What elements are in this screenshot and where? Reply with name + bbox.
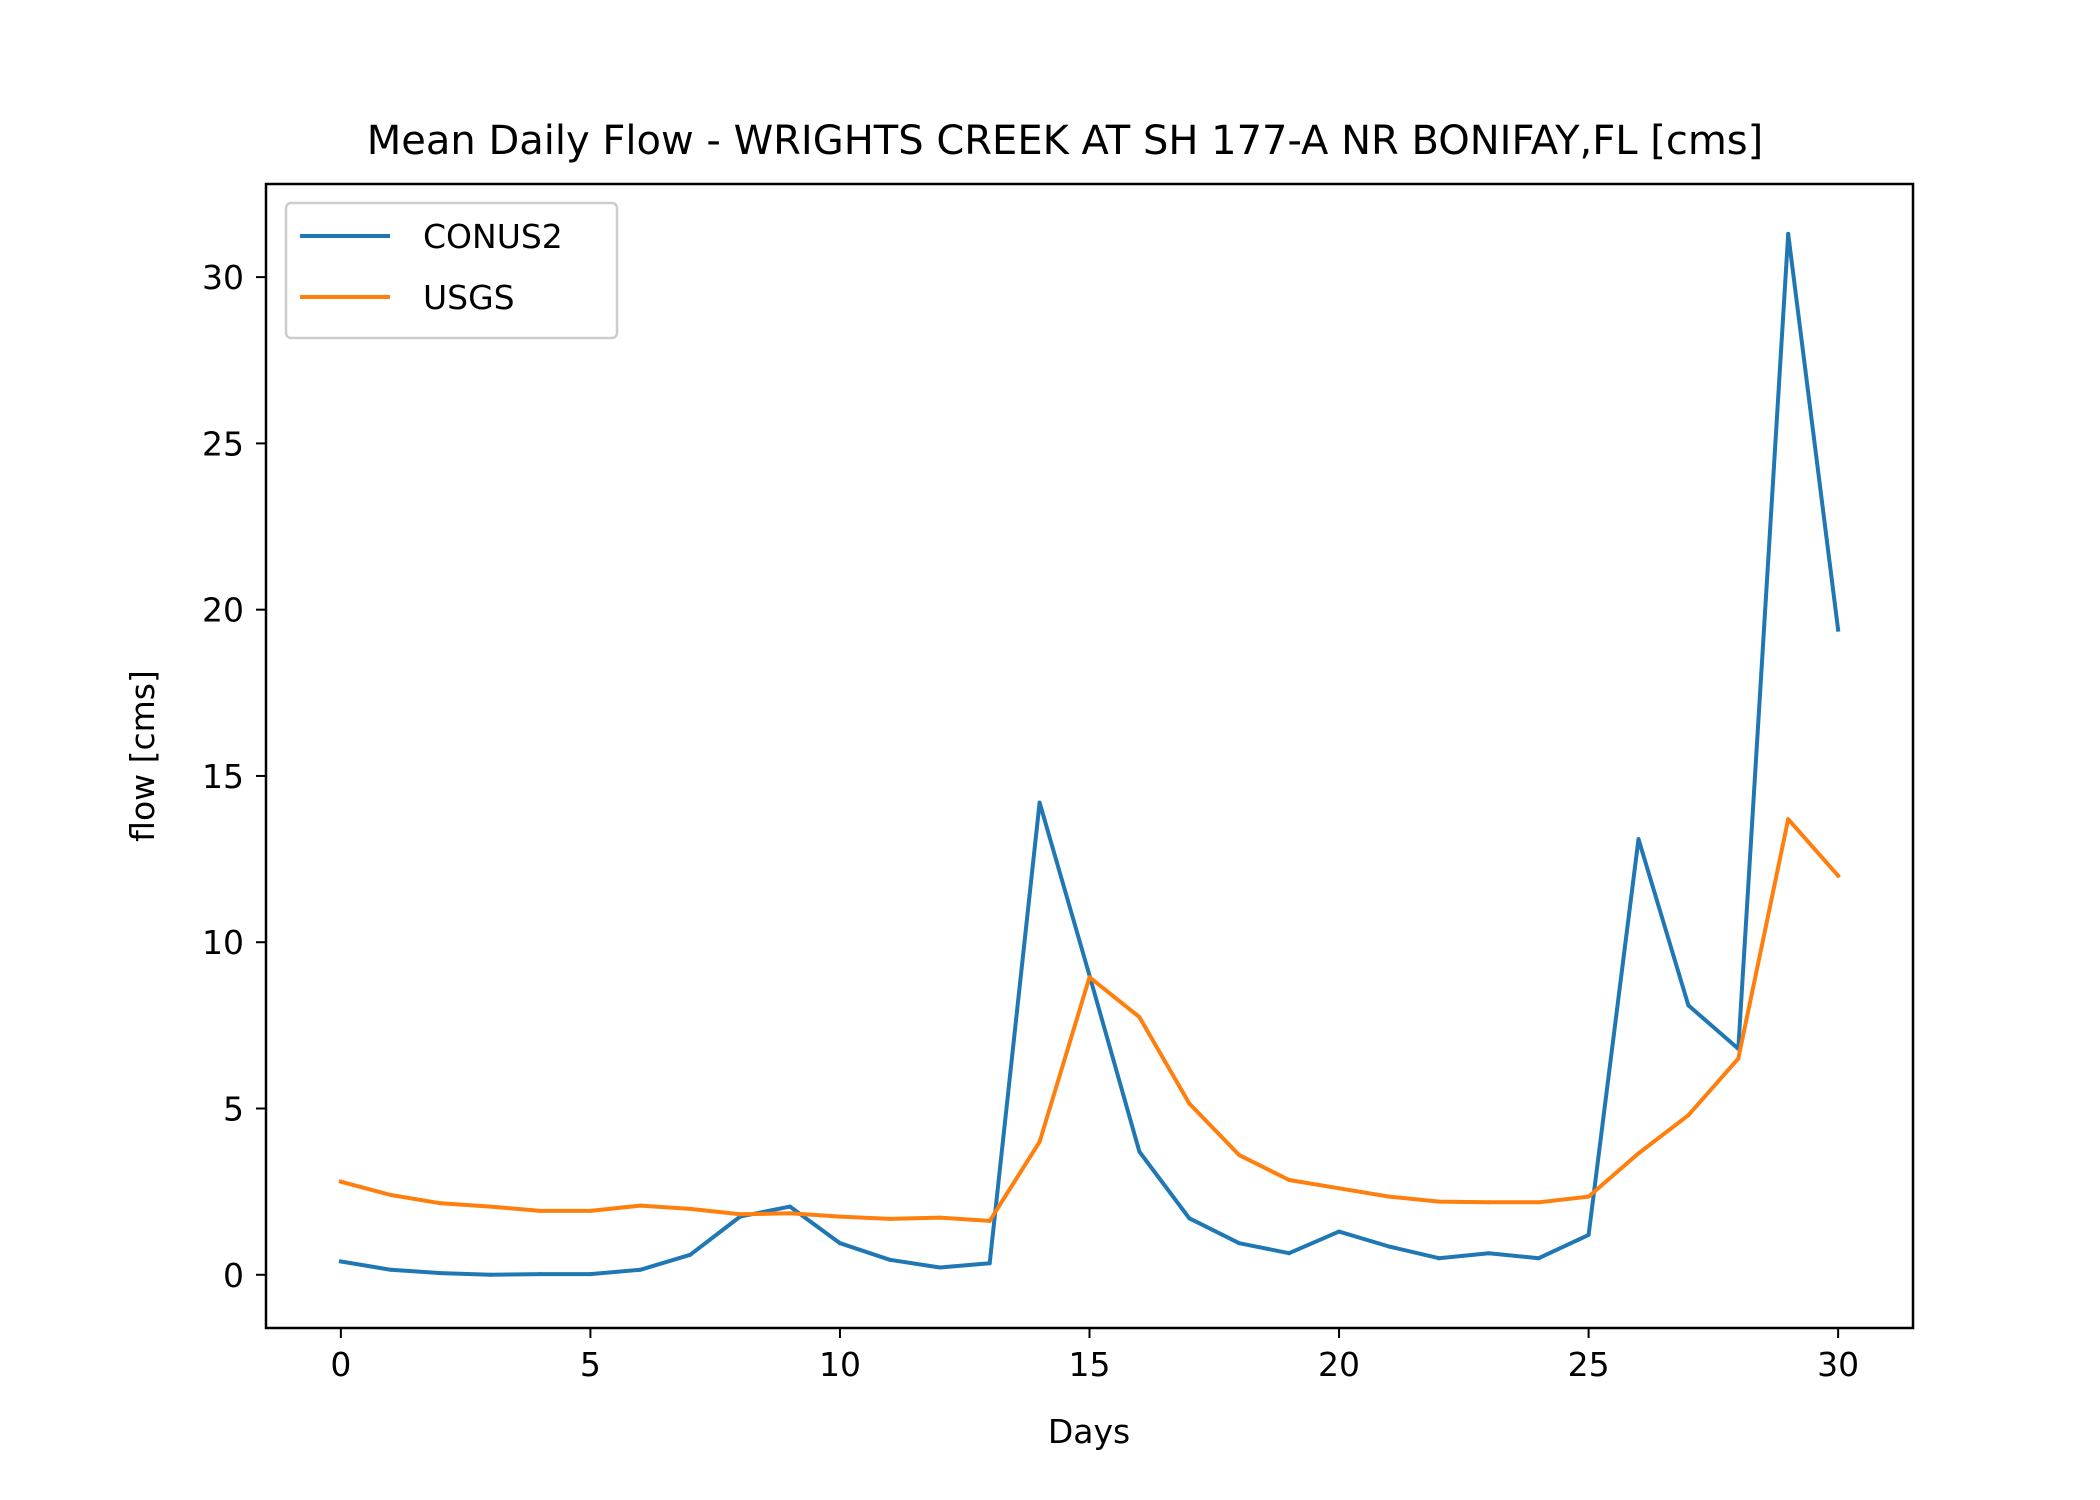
data-point-usgs <box>1087 975 1092 980</box>
data-point-usgs <box>438 1201 443 1206</box>
x-tick-label: 25 <box>1568 1345 1610 1384</box>
y-tick-label: 25 <box>202 424 244 463</box>
x-tick-label: 0 <box>330 1345 351 1384</box>
data-point-usgs <box>638 1203 643 1208</box>
data-point-conus2 <box>1037 800 1042 805</box>
data-point-usgs <box>1387 1194 1391 1199</box>
data-point-usgs <box>1786 817 1791 822</box>
x-axis: 0 5 10 15 20 25 30 <box>330 1328 1859 1384</box>
data-point-conus2 <box>788 1204 792 1209</box>
data-point-usgs <box>1037 1139 1042 1144</box>
legend-label-usgs: USGS <box>423 278 515 317</box>
x-tick-label: 15 <box>1069 1345 1111 1384</box>
data-point-conus2 <box>1237 1241 1242 1246</box>
data-point-conus2 <box>538 1272 543 1277</box>
data-point-usgs <box>1536 1200 1541 1205</box>
data-point-usgs <box>538 1208 543 1213</box>
data-point-usgs <box>388 1193 393 1197</box>
data-point-conus2 <box>1436 1256 1441 1261</box>
data-point-conus2 <box>1486 1251 1491 1256</box>
data-point-conus2 <box>987 1261 992 1266</box>
y-tick-label: 5 <box>223 1090 244 1129</box>
data-point-conus2 <box>1686 1003 1691 1008</box>
y-tick-label: 0 <box>223 1256 244 1295</box>
data-point-usgs <box>588 1208 593 1213</box>
data-point-usgs <box>1187 1101 1192 1106</box>
y-axis: 0 5 10 15 20 25 30 <box>202 258 266 1295</box>
data-point-usgs <box>1586 1194 1591 1199</box>
x-tick-label: 20 <box>1318 1345 1360 1384</box>
data-point-conus2 <box>1387 1244 1391 1249</box>
data-point-conus2 <box>1836 627 1841 632</box>
data-point-usgs <box>987 1218 992 1223</box>
data-point-usgs <box>738 1212 743 1217</box>
data-point-usgs <box>1736 1056 1741 1061</box>
data-point-usgs <box>1636 1151 1641 1156</box>
data-point-conus2 <box>1187 1216 1192 1221</box>
data-point-usgs <box>488 1204 493 1209</box>
data-point-conus2 <box>1337 1229 1341 1234</box>
y-tick-label: 15 <box>202 757 244 796</box>
data-point-conus2 <box>1786 231 1791 236</box>
data-point-conus2 <box>1137 1149 1142 1154</box>
chart-title: Mean Daily Flow - WRIGHTS CREEK AT SH 17… <box>367 118 1763 164</box>
data-point-conus2 <box>937 1265 942 1270</box>
data-point-usgs <box>1287 1178 1292 1182</box>
data-point-usgs <box>788 1211 792 1216</box>
data-point-conus2 <box>438 1271 443 1276</box>
legend: CONUS2 USGS <box>284 201 619 340</box>
data-point-usgs <box>1337 1186 1341 1191</box>
data-point-conus2 <box>887 1257 892 1262</box>
legend-label-conus2: CONUS2 <box>423 217 563 256</box>
data-point-conus2 <box>688 1252 693 1257</box>
data-point-usgs <box>937 1215 942 1220</box>
data-point-usgs <box>1436 1199 1441 1204</box>
data-point-usgs <box>338 1179 343 1184</box>
x-tick-label: 30 <box>1817 1345 1859 1384</box>
series-lines <box>338 231 1841 1277</box>
data-point-usgs <box>1137 1015 1142 1020</box>
data-point-usgs <box>1486 1200 1491 1205</box>
data-point-conus2 <box>1287 1251 1292 1256</box>
data-point-conus2 <box>1636 837 1641 842</box>
y-axis-title: flow [cms] <box>123 670 162 842</box>
data-point-usgs <box>688 1206 693 1211</box>
x-tick-label: 10 <box>819 1345 861 1384</box>
data-point-usgs <box>1836 873 1841 878</box>
data-point-conus2 <box>638 1267 643 1272</box>
data-point-usgs <box>1237 1153 1242 1158</box>
data-point-usgs <box>887 1216 892 1221</box>
x-tick-label: 5 <box>580 1345 601 1384</box>
data-point-conus2 <box>588 1272 593 1277</box>
data-point-conus2 <box>1586 1232 1591 1237</box>
data-point-usgs <box>838 1214 842 1219</box>
y-tick-label: 30 <box>202 258 244 297</box>
y-tick-label: 20 <box>202 591 244 630</box>
data-point-conus2 <box>388 1267 393 1272</box>
data-point-conus2 <box>1536 1256 1541 1261</box>
x-axis-title: Days <box>1048 1412 1130 1451</box>
data-point-conus2 <box>488 1272 493 1277</box>
y-tick-label: 10 <box>202 923 244 962</box>
data-point-usgs <box>1686 1113 1691 1118</box>
data-point-conus2 <box>338 1259 343 1264</box>
data-point-conus2 <box>838 1241 842 1246</box>
